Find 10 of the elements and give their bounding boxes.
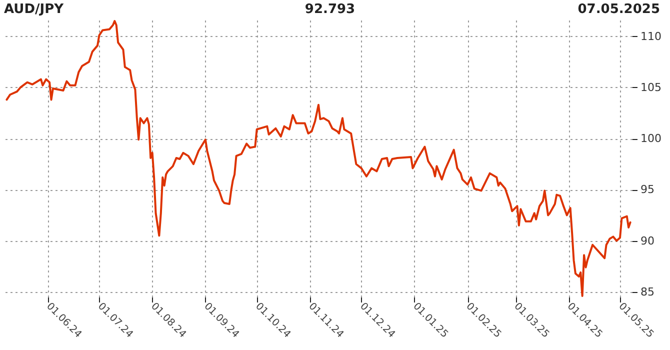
y-tick-label: 95 <box>640 183 654 196</box>
y-tick-label: 100 <box>640 132 662 146</box>
y-tick-label: 105 <box>640 80 662 94</box>
text: 92.793 <box>304 2 356 17</box>
y-tick-label: 85 <box>640 285 654 298</box>
chart-title: AUD/JPY <box>4 2 64 17</box>
y-tick-label: 90 <box>640 234 654 248</box>
line-series <box>6 20 632 297</box>
text: 07.05.2025 <box>578 2 660 17</box>
y-tick-label: 110 <box>640 30 662 43</box>
